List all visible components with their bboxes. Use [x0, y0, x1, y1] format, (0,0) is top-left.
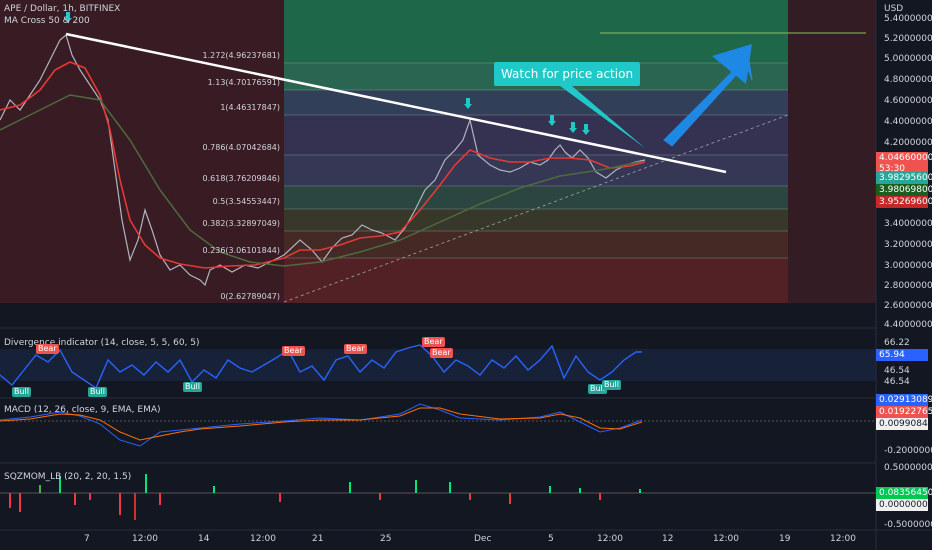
price-tick: 5.20000000 — [884, 34, 932, 44]
divergence-tick: 46.54 — [884, 377, 910, 387]
time-tick: 12:00 — [250, 534, 276, 544]
sqzmom-zero-badge: 0.00000000 — [876, 499, 932, 511]
time-tick: 12:00 — [597, 534, 623, 544]
bear-tag: Bear — [422, 337, 445, 347]
price-badge: 3.98295600 — [876, 172, 932, 184]
price-tick: 4.40000000 — [884, 117, 932, 127]
fib-label: 0.786(4.07042684) — [202, 143, 281, 152]
fib-label: 1.13(4.70176591) — [207, 78, 280, 87]
fib-label: 1.272(4.96237681) — [202, 51, 281, 60]
symbol-title[interactable]: APE / Dollar, 1h, BITFINEX — [4, 4, 121, 14]
bear-tag: Bear — [36, 344, 59, 354]
fib-label: 0.618(3.76209846) — [202, 174, 281, 183]
callout-note[interactable]: Watch for price action — [494, 62, 640, 86]
price-tick: 4.20000000 — [884, 138, 932, 148]
price-tick: 5.40000000 — [884, 14, 932, 24]
price-tick: 2.60000000 — [884, 301, 932, 311]
bull-tag: Bull — [602, 380, 622, 390]
currency-label: USD — [884, 4, 904, 14]
price-tick: 4.40000000 — [884, 320, 932, 330]
divergence-badge: 65.94 — [876, 349, 928, 361]
ma200-line — [0, 94, 641, 267]
price-tick: 3.20000000 — [884, 240, 932, 250]
macd-signal-badge: 0.01922765 — [876, 406, 932, 418]
time-tick: 12:00 — [132, 534, 158, 544]
fib-label: 0.236(3.06101844) — [202, 246, 281, 255]
bull-tag: Bull — [183, 382, 203, 392]
resistance-trendline — [65, 32, 727, 174]
time-tick: 12:00 — [830, 534, 856, 544]
fib-label: 0.5(3.54553447) — [212, 197, 280, 206]
macd-hist-badge: 0.00990842 — [876, 418, 932, 430]
price-tick: 3.00000000 — [884, 261, 932, 271]
price-tick: 3.40000000 — [884, 219, 932, 229]
bear-tag: Bear — [344, 344, 367, 354]
time-tick: 12 — [662, 534, 674, 544]
ma50-badge: 3.98069800 — [876, 184, 932, 196]
time-tick: 5 — [548, 534, 554, 544]
bear-tag: Bear — [282, 346, 305, 356]
macd-tick: -0.20000000 — [884, 446, 932, 456]
macd-legend[interactable]: MACD (12, 26, close, 9, EMA, EMA) — [4, 405, 161, 415]
time-tick: Dec — [474, 534, 492, 544]
marker-arrows — [64, 12, 590, 135]
time-tick: 21 — [312, 534, 324, 544]
time-tick: 19 — [779, 534, 791, 544]
fib-label: 0(2.62789047) — [220, 292, 280, 301]
bear-tag: Bear — [430, 348, 453, 358]
sqzmom-histogram — [9, 474, 641, 520]
price-tick: 4.60000000 — [884, 96, 932, 106]
ma200-badge: 3.95269600 — [876, 196, 932, 208]
divergence-tick: 46.54 — [884, 366, 910, 376]
divergence-legend[interactable]: Divergence indicator (14, close, 5, 5, 6… — [4, 338, 200, 348]
price-tick: 4.80000000 — [884, 75, 932, 85]
price-tick: 5.00000000 — [884, 54, 932, 64]
bull-tag: Bull — [88, 387, 108, 397]
callout-pointer — [560, 86, 645, 148]
ma50-line — [0, 61, 646, 269]
last-price-badge: 4.04660000 — [876, 152, 932, 164]
time-tick: 7 — [84, 534, 90, 544]
sqzmom-badge: 0.08356450 — [876, 487, 932, 499]
fib-label: 1(4.46317847) — [220, 103, 280, 112]
time-tick: 25 — [380, 534, 392, 544]
divergence-tick: 66.22 — [884, 338, 910, 348]
fib-label: 0.382(3.32897049) — [202, 219, 281, 228]
macd-badge: 0.02913089 — [876, 394, 932, 406]
sqzmom-legend[interactable]: SQZMOM_LB (20, 2, 20, 1.5) — [4, 472, 132, 482]
bull-tag: Bull — [588, 384, 608, 394]
bull-tag: Bull — [12, 387, 32, 397]
time-tick: 14 — [198, 534, 210, 544]
divergence-rsi-line — [0, 344, 642, 390]
macd-signal-line — [0, 407, 643, 441]
macd-line — [0, 403, 643, 447]
ma-cross-legend[interactable]: MA Cross 50 & 200 — [4, 16, 90, 26]
time-tick: 12:00 — [713, 534, 739, 544]
price-tick: 2.80000000 — [884, 281, 932, 291]
